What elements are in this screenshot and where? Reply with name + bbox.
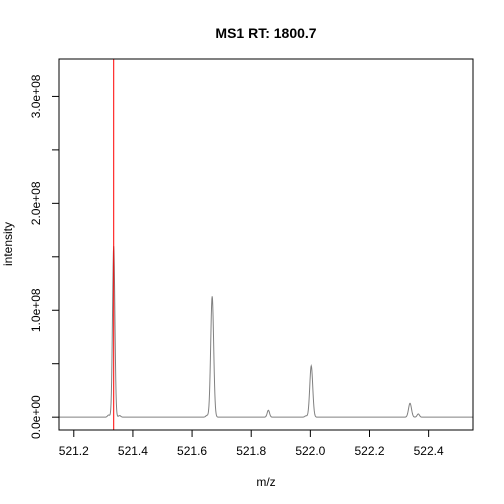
x-axis-label: m/z [256, 475, 275, 489]
chart-title: MS1 RT: 1800.7 [215, 25, 316, 41]
y-tick-label: 2.0e+08 [29, 181, 43, 225]
y-tick-label: 0.0e+00 [29, 395, 43, 439]
x-tick-label: 522.2 [354, 444, 384, 458]
y-tick-label: 1.0e+08 [29, 288, 43, 332]
x-tick-label: 522.4 [414, 444, 444, 458]
y-tick-label: 3.0e+08 [29, 74, 43, 118]
y-axis: 0.0e+00 1.0e+08 2.0e+08 3.0e+08 [29, 74, 59, 439]
x-tick-label: 521.2 [59, 444, 89, 458]
plot-frame [58, 58, 474, 431]
x-tick-label: 521.6 [177, 444, 207, 458]
x-axis: 521.2 521.4 521.6 521.8 522.0 522.2 522.4 [59, 429, 444, 458]
x-tick-label: 521.8 [236, 444, 266, 458]
y-axis-label: intensity [1, 222, 15, 266]
x-tick-label: 522.0 [295, 444, 325, 458]
plot-layer [59, 59, 473, 430]
x-tick-label: 521.4 [118, 444, 148, 458]
spectrum-line [59, 246, 473, 418]
